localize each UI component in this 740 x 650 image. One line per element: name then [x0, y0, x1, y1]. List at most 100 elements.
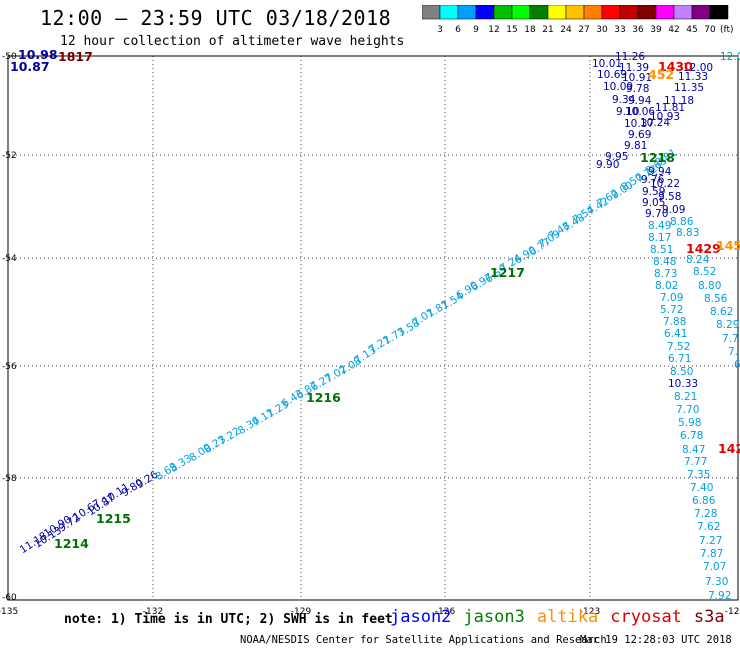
swh-value-label: 11.39 — [619, 62, 649, 74]
legend-label: 42 — [668, 25, 679, 35]
swh-value-label: 11.35 — [674, 82, 704, 94]
swh-value-label: 8.80 — [698, 280, 721, 292]
legend-label: 9 — [473, 25, 479, 35]
pass-time-label: 1217 — [490, 265, 525, 280]
plot-frame — [7, 55, 739, 601]
pass-time-label: 1817 — [58, 49, 93, 64]
swh-value-label: 7.77 — [684, 456, 707, 468]
swh-value-label: 7.88 — [663, 316, 686, 328]
x-tick-label: -132 — [143, 607, 163, 617]
swh-value-label: 7.92 — [708, 590, 731, 602]
swh-value-label: 7.30 — [705, 576, 728, 588]
satellite-name-jason3: jason3 — [463, 607, 525, 627]
swh-value-label: 10.24 — [640, 117, 670, 129]
swh-value-label: 9.94 — [648, 166, 672, 178]
swh-value-label: 9.58 — [658, 191, 681, 203]
swh-value-label: 11.18 — [664, 95, 694, 107]
x-tick-label: -129 — [291, 607, 312, 617]
swh-value-label: 10.37 — [624, 118, 654, 130]
pass-time-label: 1216 — [306, 390, 341, 405]
footnote: note: 1) Time is in UTC; 2) SWH is in fe… — [64, 612, 393, 627]
swh-value-label: 7. — [728, 346, 738, 358]
legend-label: 12 — [488, 25, 499, 35]
swh-value-label: 9.59 — [642, 186, 665, 198]
swh-value-label: 8.62 — [710, 306, 733, 318]
swh-value-label: 8.73 — [654, 268, 677, 280]
swh-value-label: 7.7 — [722, 333, 739, 345]
satellite-name-cryosat: cryosat — [610, 607, 682, 627]
y-tick-label: -54 — [2, 254, 17, 264]
x-tick-label: -135 — [0, 607, 18, 617]
chart-subtitle: 12 hour collection of altimeter wave hei… — [60, 34, 405, 49]
swh-value-label: 10.91 — [622, 72, 652, 84]
swh-value-label: 8.49 — [648, 220, 671, 232]
swh-value-label: 8.24 — [686, 254, 710, 266]
swh-value-label: 8.86 — [670, 216, 694, 228]
legend-unit: (ft) — [720, 25, 734, 35]
x-tick-label: -124 — [725, 607, 740, 617]
pass-time-label: 452 — [648, 67, 674, 82]
swh-value-label: 7.09 — [660, 292, 683, 304]
swh-value-label: 5.72 — [660, 304, 683, 316]
swh-value-label: 9.69 — [628, 129, 651, 141]
legend-label: 30 — [596, 25, 608, 35]
swh-value-label: 11.33 — [678, 71, 708, 83]
swh-value-label: 9.94 — [628, 95, 652, 107]
swh-value-label: 8.17 — [648, 232, 671, 244]
swh-value-label: 7.35 — [687, 469, 710, 481]
pass-time-label: 1214 — [54, 536, 89, 551]
swh-value-label: 5.98 — [678, 417, 701, 429]
swh-value-label: 12.0 — [720, 51, 740, 63]
legend-label: 70 — [704, 25, 716, 35]
satellite-name-jason2: jason2 — [390, 607, 452, 627]
swh-value-label: 8.21 — [674, 391, 697, 403]
legend-swatch — [709, 5, 729, 20]
swh-value-label: 10.22 — [650, 178, 680, 190]
swh-value-label: 8.48 — [653, 256, 676, 268]
swh-value-label: 9.05 — [642, 197, 665, 209]
swh-value-label: 7.52 — [667, 341, 690, 353]
pass-time-label: 10.98 — [18, 47, 58, 62]
satellite-name-altika: altika — [536, 607, 599, 627]
swh-value-label: 11.81 — [655, 102, 685, 114]
y-tick-label: -60 — [2, 593, 17, 603]
swh-value-label: 6.41 — [664, 328, 687, 340]
pass-time-label: 142 — [718, 441, 740, 456]
swh-value-label: 12.00 — [683, 62, 713, 74]
swh-value-label: 8.52 — [693, 266, 716, 278]
y-tick-label: -58 — [2, 474, 17, 484]
legend-label: 21 — [542, 25, 553, 35]
swh-value-label: 9.78 — [626, 83, 649, 95]
swh-value-label: 6 — [734, 359, 740, 371]
swh-value-label: 9.95 — [605, 151, 628, 163]
swh-value-label: 10.01 — [592, 58, 622, 70]
swh-value-label: 6.71 — [668, 353, 691, 365]
swh-value-label: 10.93 — [650, 111, 680, 123]
swh-value-label: 9.34 — [612, 94, 636, 106]
swh-value-label: 9.10 — [616, 106, 639, 118]
swh-value-label: 6.78 — [680, 430, 703, 442]
swh-value-label: 7.28 — [694, 508, 717, 520]
legend-label: 3 — [437, 25, 443, 35]
generated-timestamp: Mar 19 12:28:03 UTC 2018 — [580, 634, 732, 646]
legend-label: 24 — [560, 25, 572, 35]
swh-value-label: 8.50 — [670, 366, 693, 378]
pass-time-label: 1429 — [686, 241, 721, 256]
swh-value-label: 9.76 — [641, 174, 665, 186]
swh-value-label: 10.06 — [625, 106, 655, 118]
swh-value-label: 8.51 — [650, 244, 673, 256]
satellite-name-s3a: s3a — [693, 607, 725, 627]
swh-value-label: 7.07 — [703, 561, 726, 573]
y-tick-label: -56 — [2, 362, 17, 372]
x-tick-label: -126 — [435, 607, 456, 617]
pass-time-label: 1430 — [658, 59, 693, 74]
swh-value-label: 8.56 — [704, 293, 728, 305]
swh-value-label: 8.83 — [676, 227, 699, 239]
legend-label: 39 — [650, 25, 662, 35]
satellite-legend: jason2 jason3 altika cryosat s3a — [390, 607, 737, 627]
y-tick-label: -52 — [2, 151, 17, 161]
swh-value-label: 9.90 — [596, 159, 619, 171]
swh-value-label: 7.70 — [676, 404, 699, 416]
swh-value-label: 9.81 — [624, 140, 647, 152]
